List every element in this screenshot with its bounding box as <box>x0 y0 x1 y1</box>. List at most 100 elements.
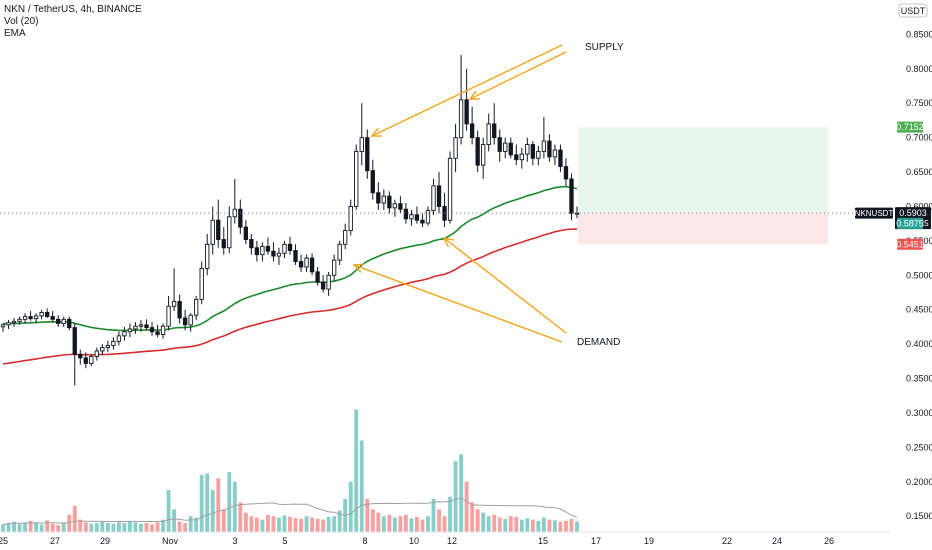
volume-bar <box>238 502 243 532</box>
currency-badge[interactable] <box>898 3 928 18</box>
volume-bar <box>564 520 568 532</box>
volume-bar <box>442 516 447 532</box>
candle-body <box>249 239 254 249</box>
volume-bar <box>205 473 210 532</box>
volume-bar <box>78 519 83 532</box>
volume-bar <box>387 514 392 532</box>
demand-arrow-1-head <box>352 263 365 273</box>
volume-bar <box>547 519 552 532</box>
candle-body <box>111 340 116 346</box>
volume-bar <box>525 518 530 532</box>
ema-legend[interactable]: EMA <box>4 28 26 39</box>
volume-bar <box>34 523 39 532</box>
volume-bar <box>558 521 563 532</box>
volume-bar <box>348 481 353 532</box>
volume-bar <box>210 490 215 532</box>
candle-body <box>72 327 77 355</box>
stop-tag-text: 0.5451 <box>896 239 924 249</box>
candle-body <box>414 214 420 221</box>
candle-body <box>503 142 508 152</box>
volume-bar <box>282 515 287 532</box>
candle-body <box>398 203 403 210</box>
volume-bar <box>453 461 458 532</box>
candle-body <box>337 243 342 261</box>
price-axis-ticks: 0.85000.80000.75000.70000.65000.60000.55… <box>906 29 932 521</box>
candle-body <box>447 157 453 221</box>
price-axis[interactable]: 0.85000.80000.75000.70000.65000.60000.55… <box>890 0 932 532</box>
candle-body <box>67 318 72 329</box>
candle-body <box>17 318 22 322</box>
volume-bar <box>89 523 94 532</box>
time-tick-label: 10 <box>409 536 419 546</box>
candle-body <box>331 259 337 276</box>
price-tick-label: 0.8500 <box>906 29 932 39</box>
supply-label: SUPPLY <box>585 42 624 53</box>
volume-bar <box>45 520 50 532</box>
volume-bar <box>288 516 292 532</box>
reward-zone <box>578 127 828 214</box>
candle-body <box>282 243 287 254</box>
volume-bar <box>194 517 199 532</box>
ema-fast-line <box>3 185 578 332</box>
volume-legend[interactable]: Vol (20) <box>4 16 39 27</box>
candle-body <box>326 274 331 290</box>
volume-bar <box>475 509 480 532</box>
symbol-tag-text: NKNUSDT <box>855 209 894 218</box>
price-tick-label: 0.6500 <box>906 167 932 177</box>
volume-bar <box>105 523 110 532</box>
volume-bar <box>354 409 359 532</box>
candle-body <box>11 320 17 324</box>
volume-bar <box>403 514 408 532</box>
supply-arrow-1-head <box>370 127 383 137</box>
candle-body <box>194 298 199 316</box>
volume-bar <box>111 523 116 532</box>
volume-ma <box>2 497 578 525</box>
volume-bar <box>426 516 430 532</box>
volume-bar <box>17 523 22 532</box>
candle-body <box>276 252 282 257</box>
volume-bar <box>260 519 265 532</box>
volume-bar <box>56 525 61 532</box>
price-tick-label: 0.3500 <box>906 374 932 384</box>
candle-body <box>381 195 386 204</box>
volume-bar <box>569 518 574 532</box>
price-tick-label: 0.3000 <box>906 408 932 418</box>
volume-bar <box>188 516 193 532</box>
candle-body <box>464 99 469 125</box>
candle-body <box>558 149 563 168</box>
candle-body <box>481 144 486 166</box>
candle-body <box>525 144 530 155</box>
candle-body <box>116 335 122 342</box>
price-tick-label: 0.6000 <box>906 201 932 211</box>
candle-body <box>216 219 221 240</box>
volume-bar <box>61 523 66 532</box>
ema-tag-text: 0.5875 <box>896 218 924 228</box>
volume-bar <box>409 518 414 532</box>
candle-body <box>271 250 276 257</box>
time-tick-label: 3 <box>232 536 237 546</box>
volume-bar <box>459 454 464 532</box>
volume-bar <box>232 481 237 532</box>
price-tick-label: 0.7500 <box>906 98 932 108</box>
price-tick-label: 0.2500 <box>906 442 932 452</box>
stop-tag-background <box>897 238 923 250</box>
candle-body <box>171 300 177 307</box>
candle-body <box>536 150 541 159</box>
volume-bar <box>575 521 579 532</box>
candle-body <box>304 257 309 268</box>
volume-bar <box>503 518 508 532</box>
candle-body <box>89 356 94 364</box>
candle-body <box>166 305 171 327</box>
volume-bar <box>332 516 337 532</box>
supply-arrow-2 <box>469 51 567 100</box>
candle-body <box>387 195 392 209</box>
time-axis[interactable]: 25 27 29 Nov 3 5 8 10 12 15 17 19 22 24 26 <box>0 531 890 546</box>
volume-bar <box>519 519 524 532</box>
candle-body <box>365 137 370 172</box>
time-tick-label: 27 <box>50 536 60 546</box>
volume-bar <box>277 517 281 532</box>
symbol-legend[interactable]: NKN / TetherUS, 4h, BINANCE <box>4 4 142 15</box>
volume-bar <box>183 523 188 532</box>
